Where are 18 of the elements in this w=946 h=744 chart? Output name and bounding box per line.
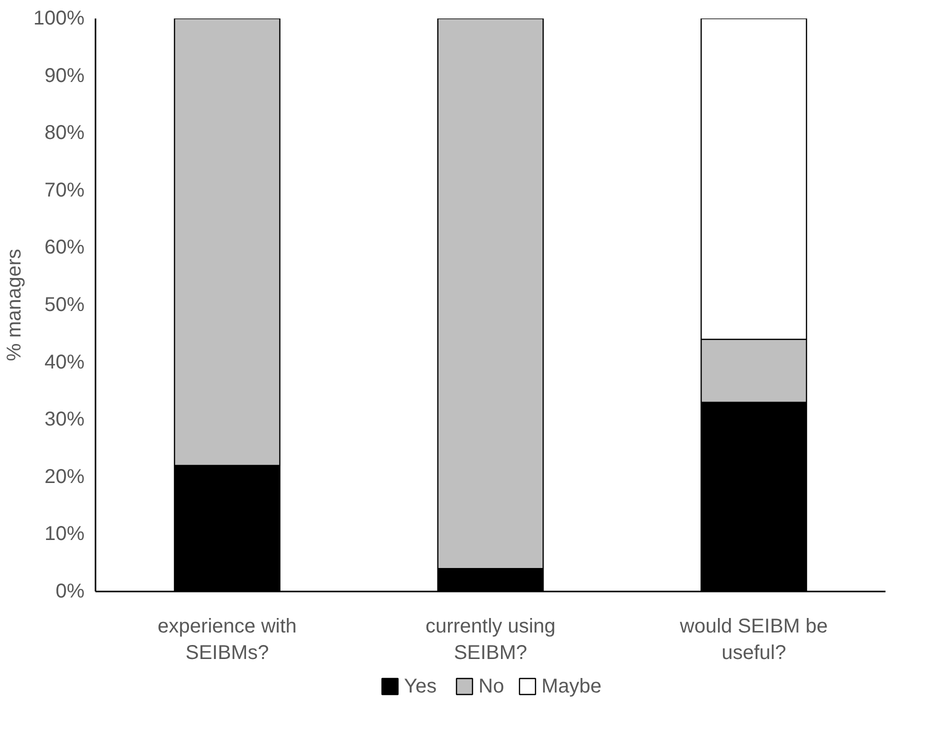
legend-label: No: [478, 676, 504, 698]
y-tick-label: 60%: [44, 236, 85, 259]
y-axis-title: % managers: [3, 248, 26, 362]
y-tick-label: 100%: [33, 8, 85, 30]
y-tick-label: 80%: [44, 122, 85, 144]
legend-label: Yes: [404, 676, 437, 698]
y-tick-label: 40%: [44, 351, 85, 374]
x-tick-label: experience with SEIBMs?: [158, 616, 297, 664]
legend-label: Maybe: [542, 676, 602, 698]
y-tick-label: 20%: [44, 466, 85, 488]
y-tick-label: 0%: [56, 580, 85, 602]
x-tick-label: would SEIBM be useful?: [678, 616, 828, 664]
y-tick-label: 10%: [44, 523, 85, 546]
y-tick-label: 90%: [44, 64, 85, 87]
x-tick-label: currently using SEIBM?: [425, 616, 556, 664]
y-tick-label: 30%: [44, 408, 85, 431]
y-tick-label: 50%: [44, 294, 85, 316]
y-tick-label: 70%: [44, 179, 85, 202]
